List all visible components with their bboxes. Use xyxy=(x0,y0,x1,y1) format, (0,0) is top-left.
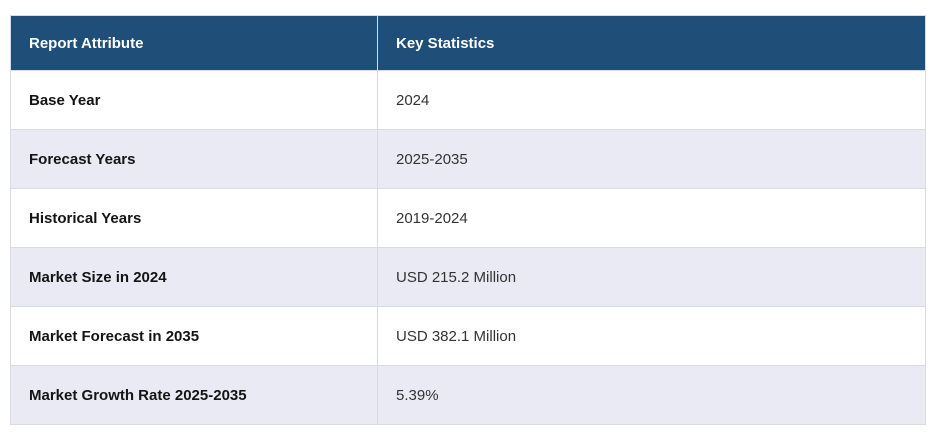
table-row: Forecast Years 2025-2035 xyxy=(10,129,926,189)
table-body: Base Year 2024 Forecast Years 2025-2035 … xyxy=(10,70,926,425)
table-row: Market Forecast in 2035 USD 382.1 Millio… xyxy=(10,306,926,366)
report-attributes-table: Report Attribute Key Statistics Base Yea… xyxy=(10,15,926,425)
table-header: Report Attribute Key Statistics xyxy=(10,15,926,71)
value-cell: 2025-2035 xyxy=(377,129,926,189)
value-cell: 5.39% xyxy=(377,365,926,425)
header-row: Report Attribute Key Statistics xyxy=(10,15,926,71)
attribute-cell: Market Growth Rate 2025-2035 xyxy=(10,365,378,425)
value-cell: USD 215.2 Million xyxy=(377,247,926,307)
report-attributes-table-container: Report Attribute Key Statistics Base Yea… xyxy=(10,15,926,425)
table-row: Historical Years 2019-2024 xyxy=(10,188,926,248)
column-header-key-statistics: Key Statistics xyxy=(377,15,926,71)
value-cell: USD 382.1 Million xyxy=(377,306,926,366)
attribute-cell: Market Forecast in 2035 xyxy=(10,306,378,366)
table-row: Base Year 2024 xyxy=(10,70,926,130)
column-header-report-attribute: Report Attribute xyxy=(10,15,378,71)
attribute-cell: Forecast Years xyxy=(10,129,378,189)
value-cell: 2024 xyxy=(377,70,926,130)
value-cell: 2019-2024 xyxy=(377,188,926,248)
attribute-cell: Base Year xyxy=(10,70,378,130)
attribute-cell: Historical Years xyxy=(10,188,378,248)
table-row: Market Size in 2024 USD 215.2 Million xyxy=(10,247,926,307)
table-row: Market Growth Rate 2025-2035 5.39% xyxy=(10,365,926,425)
attribute-cell: Market Size in 2024 xyxy=(10,247,378,307)
